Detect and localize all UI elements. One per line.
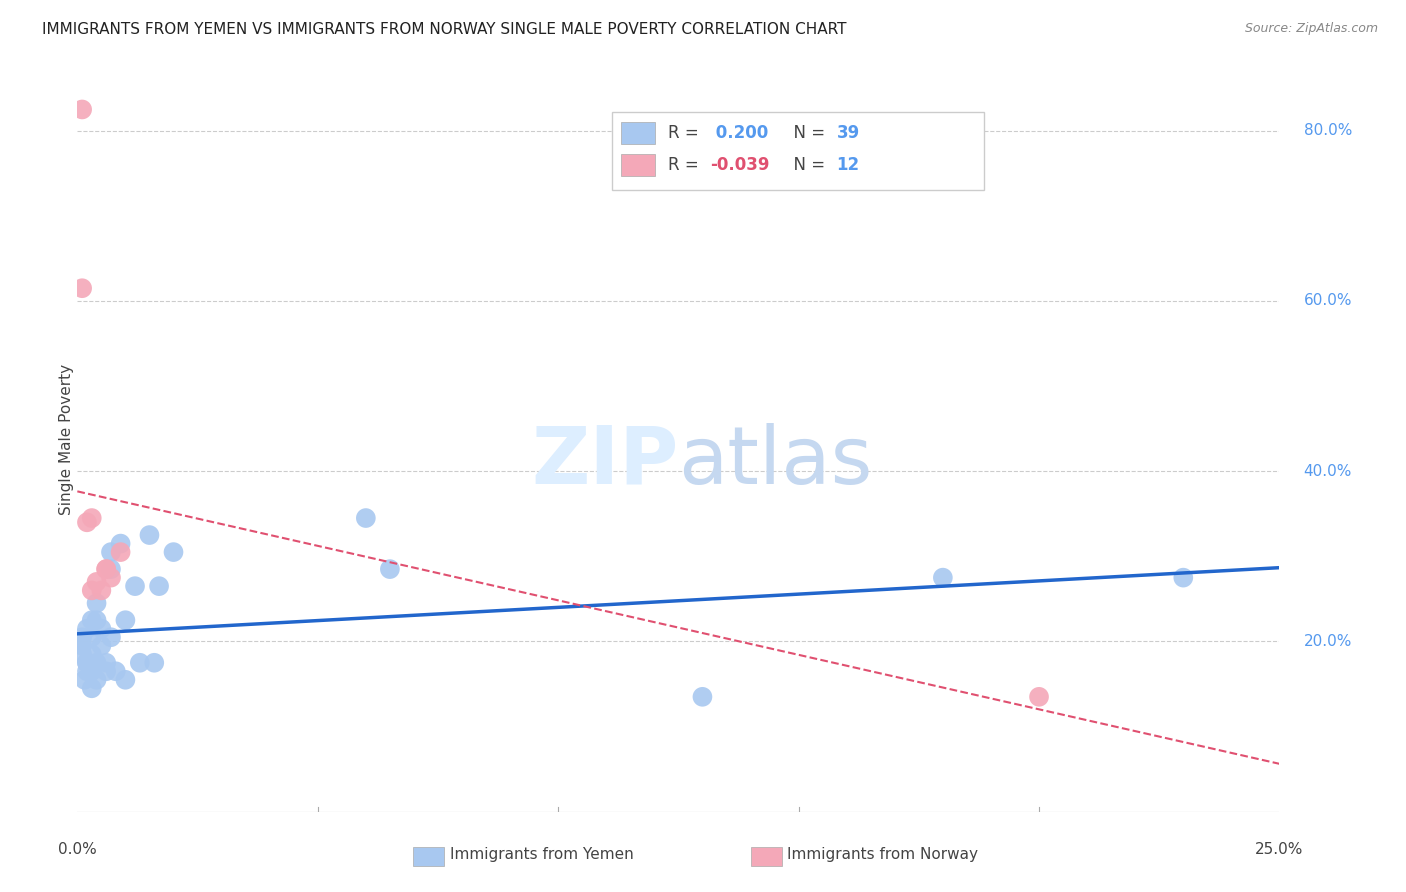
Point	[70, 647, 93, 661]
Point	[100, 571, 122, 585]
Text: 12: 12	[837, 156, 859, 174]
Text: 80.0%: 80.0%	[1303, 123, 1353, 138]
Point	[70, 281, 93, 295]
Point	[378, 562, 401, 576]
Text: 20.0%: 20.0%	[1303, 634, 1353, 649]
Point	[96, 562, 118, 576]
Point	[90, 622, 112, 636]
Point	[86, 656, 108, 670]
Point	[96, 656, 118, 670]
Text: atlas: atlas	[679, 423, 873, 500]
Point	[96, 665, 118, 679]
Text: IMMIGRANTS FROM YEMEN VS IMMIGRANTS FROM NORWAY SINGLE MALE POVERTY CORRELATION : IMMIGRANTS FROM YEMEN VS IMMIGRANTS FROM…	[42, 22, 846, 37]
Text: R =: R =	[668, 156, 704, 174]
Text: 40.0%: 40.0%	[1303, 464, 1353, 479]
Text: Immigrants from Yemen: Immigrants from Yemen	[450, 847, 634, 862]
Point	[73, 673, 96, 687]
Point	[104, 665, 127, 679]
Point	[86, 613, 108, 627]
Point	[100, 630, 122, 644]
Text: 60.0%: 60.0%	[1303, 293, 1353, 309]
Text: -0.039: -0.039	[710, 156, 769, 174]
Point	[932, 571, 955, 585]
Point	[143, 656, 166, 670]
Point	[110, 545, 132, 559]
Point	[76, 516, 98, 530]
Text: 0.0%: 0.0%	[58, 841, 97, 856]
Point	[76, 656, 98, 670]
Point	[100, 562, 122, 576]
Point	[76, 665, 98, 679]
Text: N =: N =	[783, 124, 831, 142]
Point	[86, 673, 108, 687]
Point	[148, 579, 170, 593]
Point	[76, 656, 98, 670]
Point	[128, 656, 150, 670]
Text: Immigrants from Norway: Immigrants from Norway	[787, 847, 979, 862]
Point	[138, 528, 160, 542]
Point	[80, 613, 103, 627]
Text: R =: R =	[668, 124, 704, 142]
Point	[114, 613, 136, 627]
Point	[86, 574, 108, 589]
Point	[80, 583, 103, 598]
Point	[80, 511, 103, 525]
Point	[70, 630, 93, 644]
Point	[692, 690, 714, 704]
Point	[80, 665, 103, 679]
Y-axis label: Single Male Poverty: Single Male Poverty	[59, 364, 73, 515]
Point	[110, 536, 132, 550]
Point	[354, 511, 377, 525]
Point	[80, 681, 103, 696]
Text: 0.200: 0.200	[710, 124, 768, 142]
Point	[1028, 690, 1050, 704]
Point	[86, 596, 108, 610]
Point	[80, 630, 103, 644]
Point	[1173, 571, 1195, 585]
Point	[70, 103, 93, 117]
Point	[162, 545, 184, 559]
Point	[90, 639, 112, 653]
Point	[124, 579, 146, 593]
Point	[114, 673, 136, 687]
Point	[70, 639, 93, 653]
Point	[100, 545, 122, 559]
Text: ZIP: ZIP	[531, 423, 679, 500]
Text: 39: 39	[837, 124, 860, 142]
Point	[96, 562, 118, 576]
Text: Source: ZipAtlas.com: Source: ZipAtlas.com	[1244, 22, 1378, 36]
Point	[80, 647, 103, 661]
Point	[90, 583, 112, 598]
Text: N =: N =	[783, 156, 831, 174]
Text: 25.0%: 25.0%	[1256, 841, 1303, 856]
Point	[76, 622, 98, 636]
